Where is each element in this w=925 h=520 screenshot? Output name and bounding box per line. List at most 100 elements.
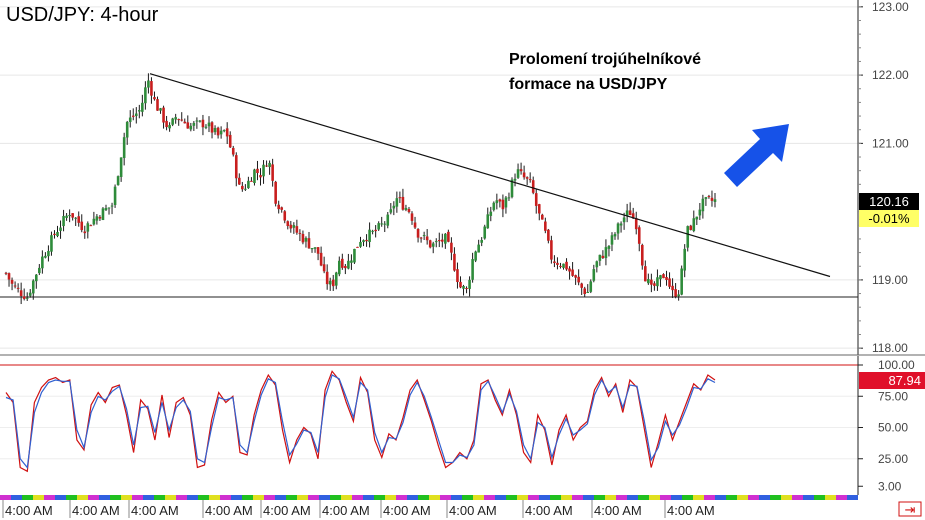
candle-body <box>25 297 29 299</box>
candle-body <box>310 247 314 250</box>
oscillator-value-label: 87.94 <box>888 373 921 388</box>
last-price-label: 120.16 <box>869 194 909 209</box>
candle-body <box>613 233 617 237</box>
candle-body <box>183 121 187 124</box>
time-strip-segment <box>33 495 44 500</box>
candle-body <box>389 209 393 213</box>
candle-body <box>31 280 35 294</box>
candle-body <box>210 122 214 133</box>
candle-body <box>298 232 302 234</box>
candle-body <box>47 250 50 257</box>
time-strip-segment <box>242 495 253 500</box>
time-strip-segment <box>715 495 726 500</box>
time-tick-label: 4:00 AM <box>5 503 53 518</box>
candle-body <box>259 175 262 178</box>
time-strip-segment <box>374 495 385 500</box>
arrow-right-icon: ⇥ <box>905 502 916 517</box>
candle-body <box>38 267 41 274</box>
candle-body <box>595 261 599 268</box>
candle-body <box>695 216 699 220</box>
candle-body <box>698 209 702 216</box>
time-strip-segment <box>66 495 77 500</box>
candle-body <box>544 221 547 231</box>
candle-body <box>683 248 687 271</box>
time-strip-segment <box>385 495 396 500</box>
price-tick-label: 118.00 <box>872 341 908 355</box>
time-strip-segment <box>297 495 308 500</box>
candle-body <box>468 279 471 289</box>
candle-body <box>407 208 411 213</box>
candle-body <box>459 281 462 288</box>
candle-body <box>207 122 211 127</box>
candle-body <box>189 125 193 130</box>
time-strip-segment <box>792 495 803 500</box>
candle-body <box>4 272 8 274</box>
candle-body <box>141 102 144 112</box>
candle-body <box>228 134 232 148</box>
oscillator-lines <box>5 370 716 473</box>
candle-body <box>434 241 438 243</box>
time-strip-segment <box>330 495 341 500</box>
chart-title: USD/JPY: 4-hour <box>6 4 159 26</box>
time-strip-segment <box>748 495 759 500</box>
oscillator-axis: 100.00 75.00 50.00 25.00 3.00 <box>858 358 915 493</box>
time-strip-segment <box>484 495 495 500</box>
candles <box>4 73 717 305</box>
time-strip-segment <box>11 495 22 500</box>
candle-body <box>7 273 11 280</box>
candle-body <box>89 225 93 227</box>
time-tick-label: 4:00 AM <box>594 503 642 518</box>
candle-body <box>192 122 196 126</box>
candle-body <box>77 216 81 223</box>
time-strip-segment <box>275 495 286 500</box>
time-strip-segment <box>264 495 275 500</box>
candle-body <box>144 87 147 104</box>
time-strip-segment <box>495 495 506 500</box>
time-strip-segment <box>77 495 88 500</box>
candle-body <box>498 199 502 202</box>
candle-body <box>344 265 347 269</box>
candle-body <box>510 179 514 198</box>
time-tick-label: 4:00 AM <box>263 503 311 518</box>
candle-body <box>128 117 132 122</box>
candle-body <box>107 207 111 209</box>
candle-body <box>444 233 447 244</box>
candle-body <box>350 260 353 263</box>
time-strip-segment <box>473 495 484 500</box>
candle-body <box>453 253 456 271</box>
candle-body <box>516 169 520 178</box>
candle-body <box>662 274 665 279</box>
candle-body <box>110 205 114 207</box>
candle-body <box>147 80 150 88</box>
candle-body <box>483 226 487 239</box>
candle-body <box>540 214 544 220</box>
oscillator-tick-label: 3.00 <box>878 479 902 493</box>
candle-body <box>62 215 65 227</box>
candle-body <box>274 181 277 204</box>
candle-body <box>462 285 465 289</box>
candle-body <box>119 157 123 177</box>
candle-body <box>231 147 235 155</box>
time-strip-segment <box>704 495 715 500</box>
candle-body <box>441 239 444 242</box>
candle-body <box>504 197 508 208</box>
candle-body <box>174 117 177 120</box>
candle-body <box>374 229 377 232</box>
oscillator-tick-label: 25.00 <box>878 452 908 466</box>
candle-body <box>165 120 168 128</box>
time-strip-segment <box>693 495 704 500</box>
candle-body <box>295 226 299 233</box>
candle-body <box>328 280 332 285</box>
time-strip-segment <box>781 495 792 500</box>
scroll-right-button[interactable]: ⇥ <box>898 501 922 517</box>
candle-body <box>398 197 402 199</box>
candle-body <box>577 276 580 283</box>
change-badge <box>859 210 919 227</box>
candle-body <box>101 208 105 221</box>
candle-body <box>634 218 638 230</box>
candle-body <box>219 130 223 135</box>
candle-body <box>65 215 68 218</box>
candle-body <box>198 120 202 122</box>
candle-body <box>80 221 84 231</box>
